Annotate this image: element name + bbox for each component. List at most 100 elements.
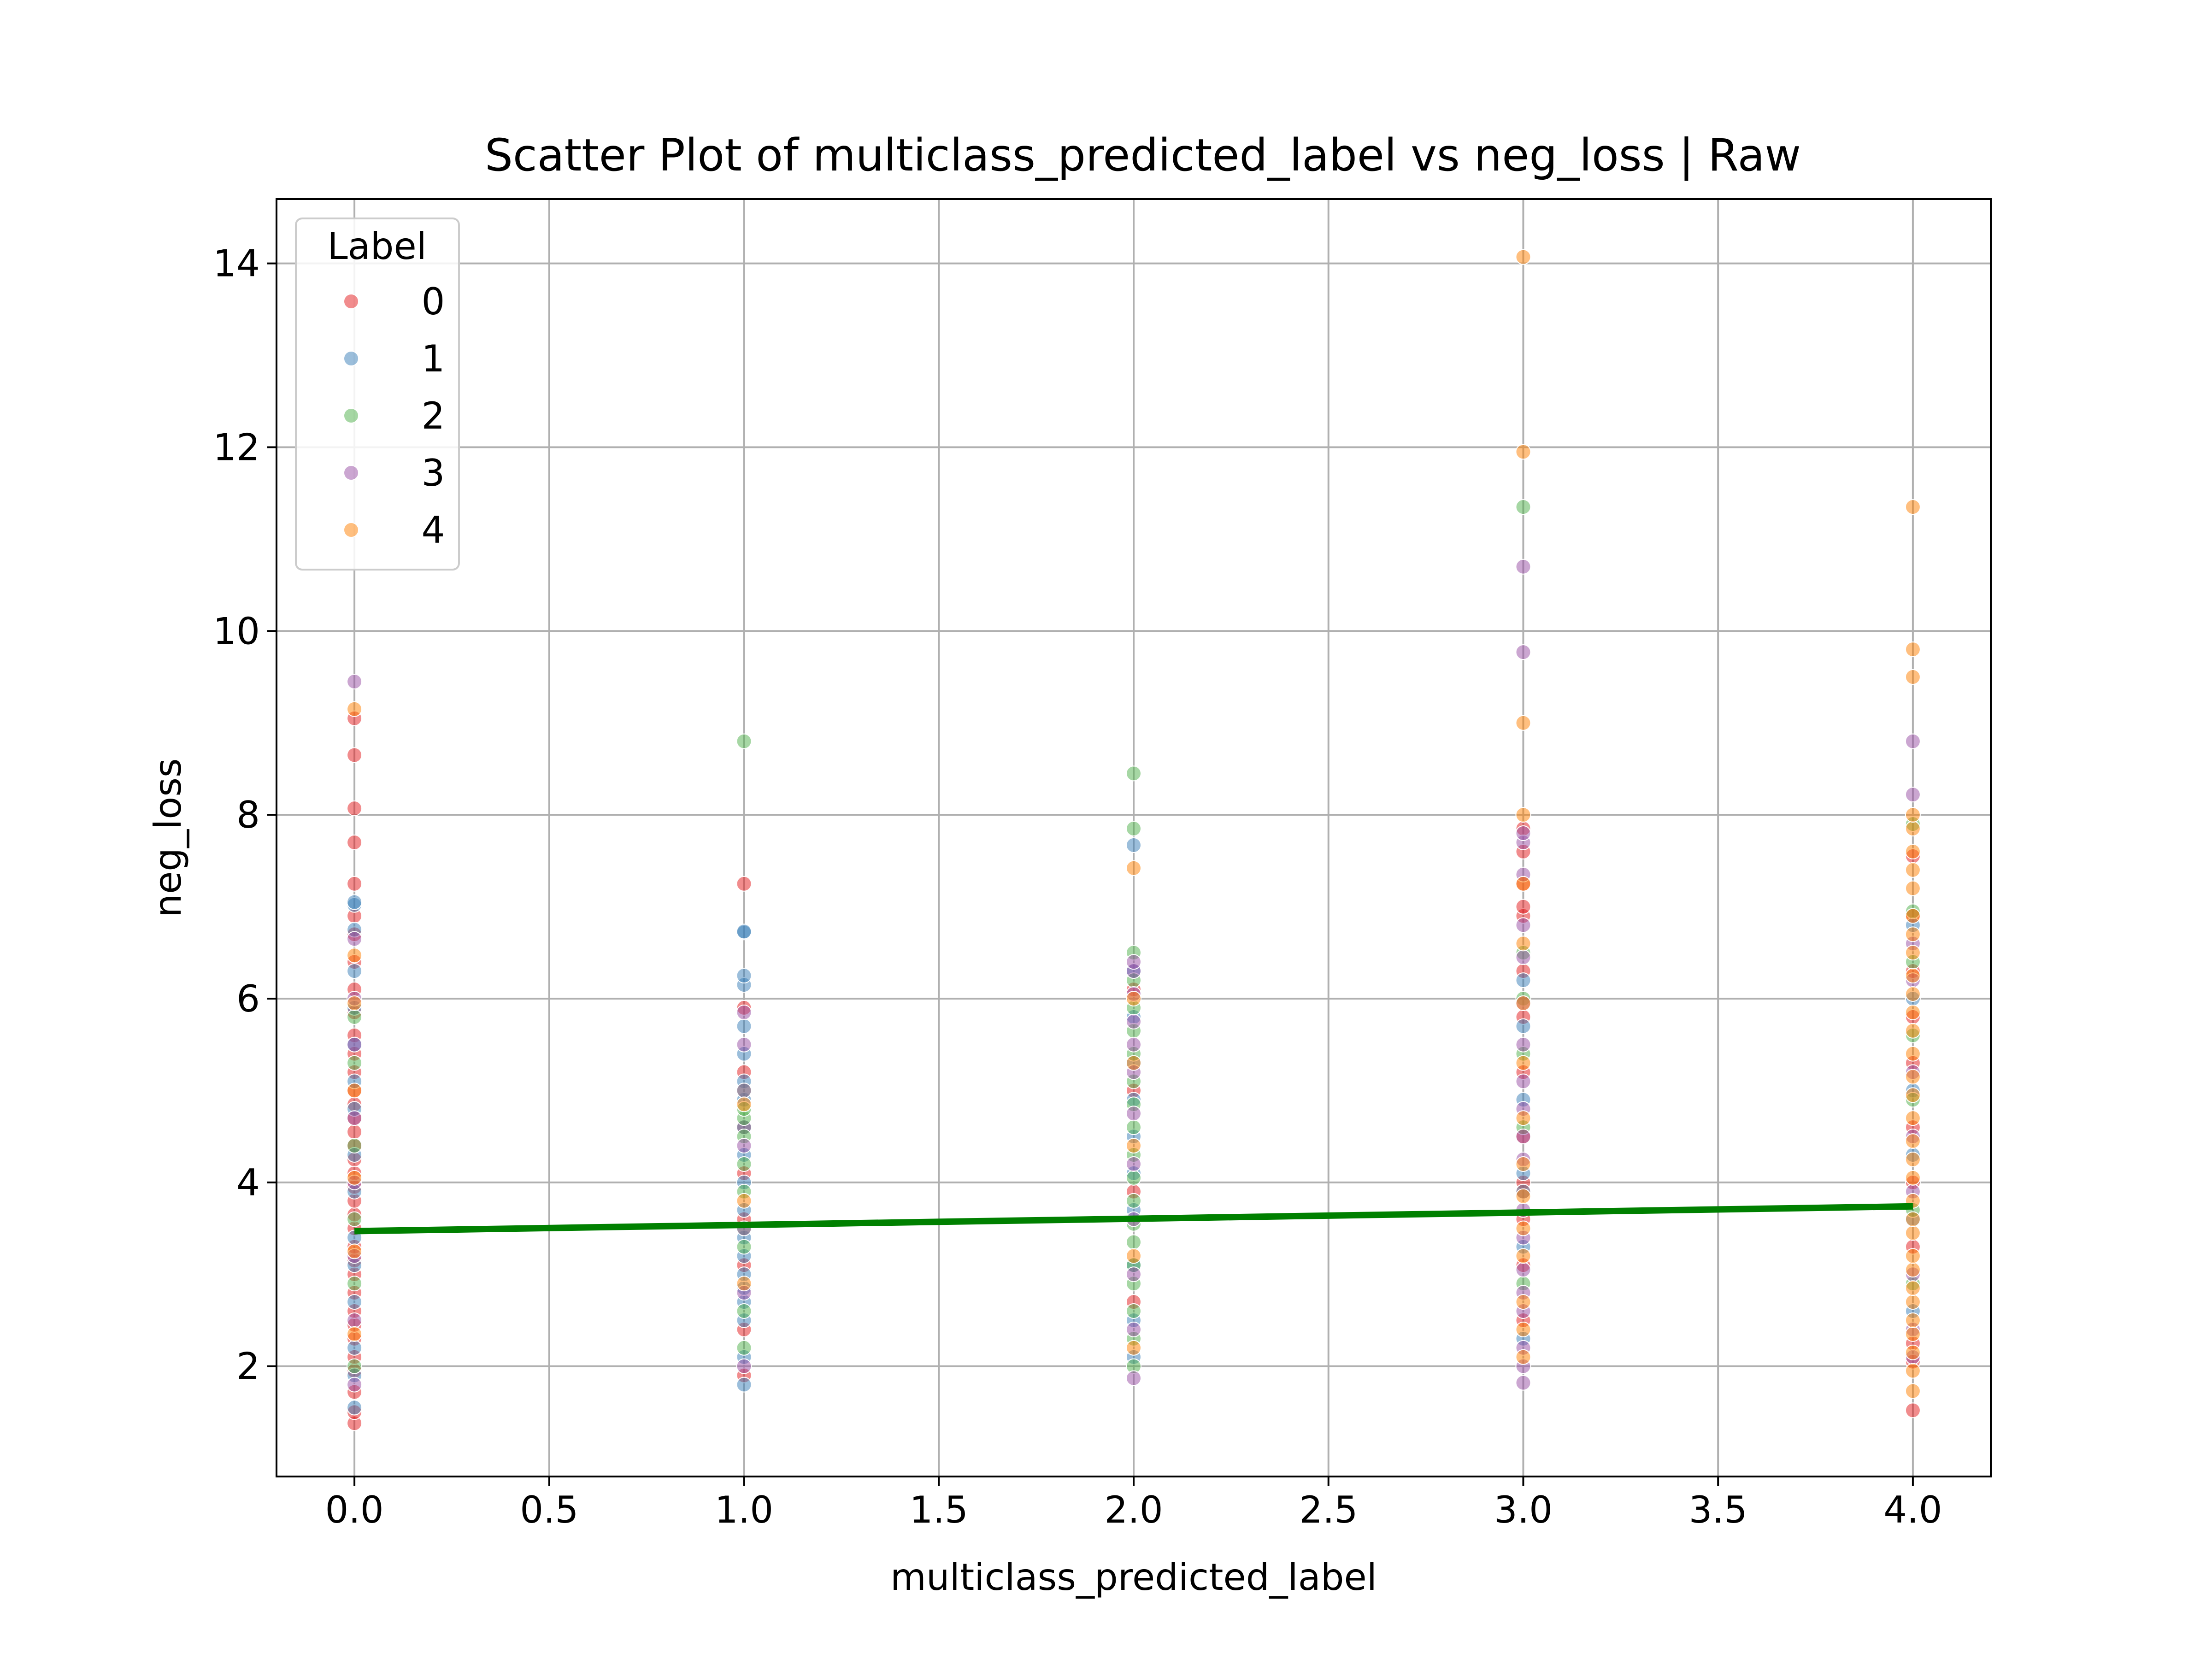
data-point [347,1400,363,1416]
data-point [347,963,363,979]
data-point [347,1138,363,1154]
data-point [1905,862,1921,878]
data-point [1905,945,1921,961]
data-point [1515,559,1531,575]
x-tick-label: 3.0 [1494,1488,1553,1531]
x-axis-label: multiclass_predicted_label [890,1556,1377,1599]
chart-title: Scatter Plot of multiclass_predicted_lab… [485,129,1801,182]
trend-line [354,1203,1913,1235]
legend-marker [343,351,359,366]
y-axis-ticks: 2 4 6 8 10 12 14 [213,242,276,1388]
data-point [1126,1303,1141,1319]
y-tick-label: 10 [213,610,260,653]
data-point [1515,1055,1531,1071]
data-point [1515,715,1531,731]
data-point [1126,990,1141,1006]
data-point [347,1377,363,1393]
data-point [1515,1110,1531,1126]
data-point [347,876,363,892]
data-point [1905,843,1921,859]
data-point [1515,949,1531,965]
data-point [736,1377,752,1393]
data-point [347,1055,363,1071]
x-tick-label: 2.5 [1299,1488,1358,1531]
data-point [1515,499,1531,515]
data-point [1126,1170,1141,1186]
data-point [1905,1069,1921,1085]
data-point [1515,995,1531,1011]
data-point [347,1170,363,1186]
data-point [347,1294,363,1310]
data-point [1905,986,1921,1002]
data-point [736,1276,752,1292]
data-point [1126,1119,1141,1135]
data-point [347,747,363,763]
data-point [347,1326,363,1342]
x-tick-label: 2.0 [1104,1488,1163,1531]
data-point [1905,968,1921,984]
x-tick-label: 0.5 [520,1488,578,1531]
data-point [736,1036,752,1053]
legend-label: 3 [422,452,445,494]
data-point [1905,1326,1921,1342]
data-point [736,1193,752,1209]
data-point [1905,821,1921,837]
data-point [1126,1321,1141,1337]
legend: Label 0 1 2 3 4 [295,218,460,571]
data-point [1126,860,1141,876]
data-point [1515,825,1531,841]
legend-label: 4 [422,509,445,552]
data-point [1905,1046,1921,1062]
y-tick-label: 12 [213,426,260,469]
data-point [1515,1188,1531,1204]
data-point [1905,1383,1921,1399]
data-point [347,1009,363,1025]
data-point [347,1276,363,1292]
data-point [1905,1004,1921,1020]
data-point [1126,1234,1141,1250]
data-point [347,1340,363,1356]
data-point [1905,1151,1921,1167]
data-point [1905,1280,1921,1296]
legend-box [295,218,460,571]
data-point [1905,1110,1921,1126]
data-point [1905,1170,1921,1186]
data-point [736,1358,752,1374]
data-point [347,995,363,1011]
x-tick-label: 0.0 [325,1488,383,1531]
legend-marker [343,522,359,538]
data-point [1515,1321,1531,1337]
legend-marker [343,465,359,481]
legend-label: 2 [422,394,445,437]
data-point [1515,1036,1531,1053]
data-point [347,800,363,817]
data-point [347,701,363,717]
data-point [1515,972,1531,988]
data-point [1905,1363,1921,1379]
data-point [1905,1248,1921,1264]
data-point [1905,787,1921,803]
data-point [1905,1402,1921,1418]
data-point [736,733,752,749]
data-point [1126,1055,1141,1071]
x-tick-label: 1.0 [715,1488,773,1531]
data-point [347,1036,363,1053]
data-point [1905,1087,1921,1103]
data-point [1126,954,1141,970]
data-point [1905,1211,1921,1227]
x-tick-label: 1.5 [910,1488,968,1531]
data-point [1905,733,1921,749]
data-point [347,1082,363,1099]
data-point [1905,499,1921,515]
data-point [736,968,752,984]
data-point [1126,1106,1141,1122]
data-point [1126,821,1141,837]
trend-line-layer [354,1203,1913,1235]
data-point [1515,1129,1531,1145]
series-4 [347,249,1921,1399]
data-point [1515,1262,1531,1278]
data-point [1905,1262,1921,1278]
data-point [1515,1073,1531,1089]
y-tick-label: 14 [213,242,260,285]
